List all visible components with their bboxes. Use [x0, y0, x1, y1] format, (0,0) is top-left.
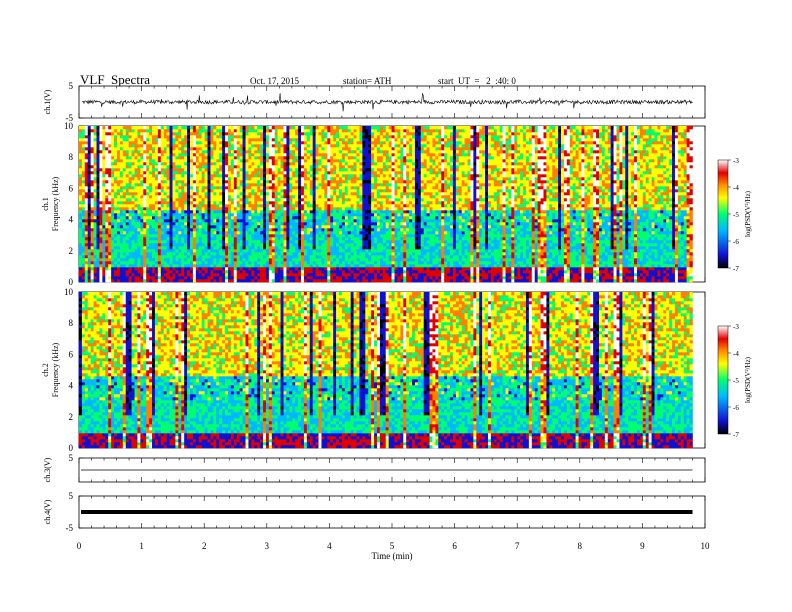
ch1-spectrogram-ytick-label: 4 — [69, 215, 74, 225]
ch1-spectrogram-colorbar-label: log(PSD(V²/Hz) — [744, 190, 752, 237]
xaxis-tick-label: 3 — [265, 541, 270, 551]
xaxis-tick-label: 9 — [640, 541, 645, 551]
ch2-spectrogram-ylabel: ch.2 — [41, 363, 50, 377]
ch4-waveform-ylabel: ch.4(V) — [43, 499, 52, 524]
ch1-waveform-ylabel: ch.1(V) — [43, 89, 52, 114]
ch2-spectrogram-colorbar-tick-label: -5 — [733, 377, 739, 385]
ch2-spectrogram-ylabel-sub: Frequency (kHz) — [51, 342, 60, 397]
ch2-spectrogram-ytick-label: 6 — [69, 349, 74, 359]
ch4-waveform-ytick-label: -5 — [66, 523, 74, 533]
ch1-spectrogram-ytick-label: 2 — [69, 246, 74, 256]
ch1-spectrogram-ytick-label: 0 — [69, 277, 74, 287]
ch2-spectrogram-colorbar-label: log(PSD(V²/Hz) — [744, 356, 752, 403]
ch1-waveform-ytick-label: -5 — [66, 113, 74, 123]
ch2-spectrogram-ytick-label: 4 — [69, 381, 74, 391]
xaxis-tick-label: 6 — [452, 541, 457, 551]
ch1-spectrogram-colorbar-tick-label: -5 — [733, 211, 739, 219]
xaxis-tick-label: 2 — [202, 541, 207, 551]
ch1-waveform-ytick-label: 5 — [69, 81, 74, 91]
ch2-spectrogram-ytick-label: 0 — [69, 443, 74, 453]
station-label: station= ATH — [343, 76, 391, 86]
ch2-spectrogram-ytick-label: 2 — [69, 412, 74, 422]
date-label: Oct. 17, 2015 — [250, 76, 299, 86]
ch1-spectrogram-ytick-label: 10 — [64, 121, 74, 131]
ch1-waveform-trace — [81, 92, 693, 112]
xaxis-tick-label: 5 — [390, 541, 395, 551]
ch1-spectrogram-ylabel-sub: Frequency (kHz) — [51, 176, 60, 231]
ch3-waveform-ytick-label: 5 — [69, 453, 74, 463]
ch2-spectrogram-ytick-label: 10 — [64, 287, 74, 297]
xaxis-tick-label: 4 — [327, 541, 332, 551]
ch2-spectrogram-colorbar-tick-label: -3 — [733, 323, 739, 331]
ch2-spectrogram-image — [79, 292, 693, 449]
ch4-waveform-ytick-label: 5 — [69, 491, 74, 501]
ch1-spectrogram-ytick-label: 6 — [69, 183, 74, 193]
ch1-spectrogram-colorbar-tick-label: -4 — [733, 184, 739, 192]
xaxis-tick-label: 0 — [77, 541, 82, 551]
ch2-spectrogram-colorbar-tick-label: -4 — [733, 350, 739, 358]
ch2-spectrogram-colorbar — [717, 325, 729, 435]
figure-title: VLF Spectra — [80, 72, 150, 88]
xaxis-tick-label: 1 — [139, 541, 144, 551]
ch1-spectrogram-colorbar-tick-label: -7 — [733, 265, 739, 273]
ch1-spectrogram-ytick-label: 8 — [69, 152, 74, 162]
xaxis-tick-label: 8 — [578, 541, 583, 551]
start-time-label: start UT = 2 :40: 0 — [438, 76, 516, 86]
ch2-spectrogram-ytick-label: 8 — [69, 318, 74, 328]
ch1-spectrogram-image — [79, 126, 693, 283]
ch1-spectrogram-ylabel: ch.1 — [41, 197, 50, 211]
ch1-spectrogram-colorbar — [717, 159, 729, 269]
xaxis-label: Time (min) — [372, 551, 413, 561]
ch1-spectrogram-colorbar-tick-label: -3 — [733, 157, 739, 165]
xaxis-tick-label: 10 — [701, 541, 711, 551]
ch2-spectrogram-colorbar-tick-label: -7 — [733, 431, 739, 439]
ch1-spectrogram-colorbar-tick-label: -6 — [733, 238, 739, 246]
xaxis-tick-label: 7 — [515, 541, 520, 551]
ch3-waveform-ylabel: ch.3(V) — [43, 457, 52, 482]
ch2-spectrogram-colorbar-tick-label: -6 — [733, 404, 739, 412]
